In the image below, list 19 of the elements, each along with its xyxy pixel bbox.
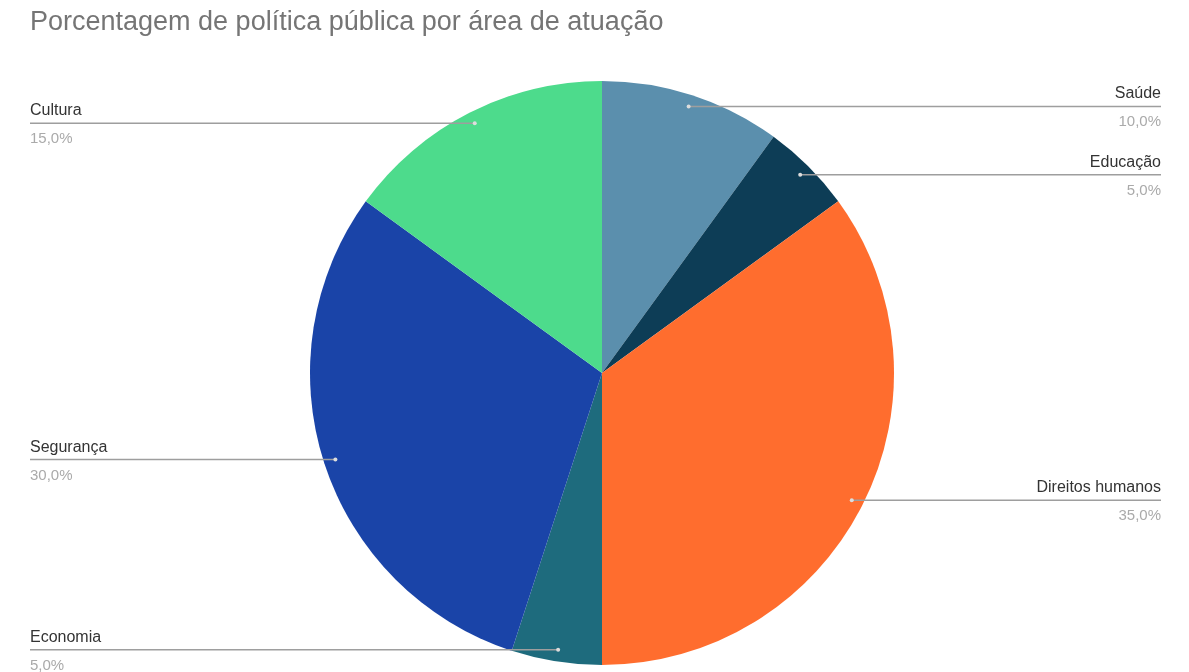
- data-label: 10,0%: [1118, 112, 1161, 130]
- slice-label: Educação: [1089, 152, 1162, 170]
- data-label: 30,0%: [30, 465, 73, 483]
- pie-slice: [602, 81, 774, 373]
- data-label: 5,0%: [1126, 180, 1161, 198]
- pie-slice: [310, 201, 602, 651]
- pie-slice: [511, 373, 602, 665]
- chart-title: Porcentagem de política pública por área de atuação: [30, 6, 664, 37]
- slice-label: Economia: [30, 627, 102, 645]
- slice-label: Direitos humanos: [1036, 478, 1161, 496]
- slice-label: Saúde: [1114, 84, 1162, 102]
- data-label: 15,0%: [30, 129, 73, 147]
- data-label: 5,0%: [30, 655, 65, 672]
- pie-slice: [602, 201, 894, 665]
- slice-label: Cultura: [30, 101, 82, 119]
- data-label: 35,0%: [1118, 506, 1161, 524]
- pie-slice: [365, 81, 602, 373]
- pie-slice: [602, 136, 839, 373]
- slice-label: Segurança: [30, 437, 108, 455]
